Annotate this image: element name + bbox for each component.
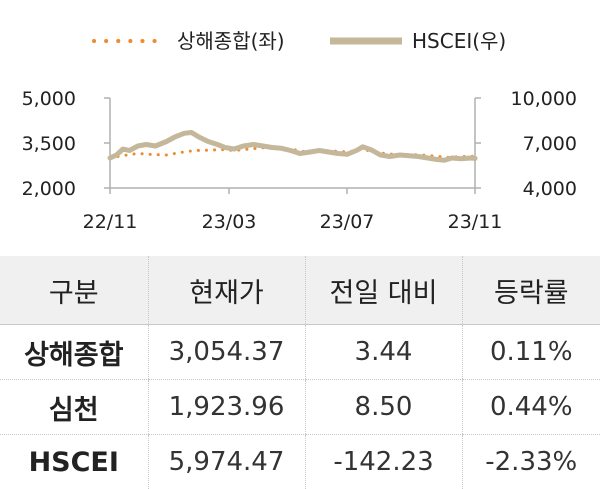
x-tick-label: 23/11 bbox=[448, 211, 503, 233]
y-left-tick-label: 5,000 bbox=[22, 88, 76, 110]
header-change: 전일 대비 bbox=[305, 256, 462, 325]
header-category: 구분 bbox=[0, 256, 148, 325]
table-row: 상해종합 3,054.37 3.44 0.11% bbox=[0, 325, 600, 380]
series-line-hscei bbox=[110, 133, 475, 161]
index-chart: 5,000 3,500 2,000 10,000 7,000 4,000 22/11 23/0… bbox=[0, 0, 600, 256]
change-cell: 8.50 bbox=[305, 380, 462, 435]
table-row: 심천 1,923.96 8.50 0.44% bbox=[0, 380, 600, 435]
index-table: 구분 현재가 전일 대비 등락률 상해종합 3,054.37 3.44 0.11… bbox=[0, 256, 600, 489]
current-price-cell: 1,923.96 bbox=[148, 380, 305, 435]
current-price-cell: 3,054.37 bbox=[148, 325, 305, 380]
x-tick-label: 22/11 bbox=[83, 211, 138, 233]
header-change-rate: 등락률 bbox=[462, 256, 600, 325]
y-right-tick-label: 7,000 bbox=[523, 133, 577, 155]
y-right-tick-label: 10,000 bbox=[511, 88, 577, 110]
row-label: HSCEI bbox=[0, 435, 148, 489]
change-rate-cell: -2.33% bbox=[462, 435, 600, 489]
change-cell: 3.44 bbox=[305, 325, 462, 380]
legend-label-hscei: HSCEI(우) bbox=[412, 29, 506, 53]
row-label: 상해종합 bbox=[0, 325, 148, 380]
y-left-tick-label: 3,500 bbox=[22, 133, 76, 155]
header-current-price: 현재가 bbox=[148, 256, 305, 325]
change-rate-cell: 0.11% bbox=[462, 325, 600, 380]
table-row: HSCEI 5,974.47 -142.23 -2.33% bbox=[0, 435, 600, 489]
x-tick-label: 23/07 bbox=[320, 211, 375, 233]
y-left-tick-label: 2,000 bbox=[22, 178, 76, 200]
table-header-row: 구분 현재가 전일 대비 등락률 bbox=[0, 256, 600, 325]
legend-label-shanghai: 상해종합(좌) bbox=[177, 29, 285, 53]
change-rate-cell: 0.44% bbox=[462, 380, 600, 435]
y-right-tick-label: 4,000 bbox=[523, 178, 577, 200]
index-table-container: 구분 현재가 전일 대비 등락률 상해종합 3,054.37 3.44 0.11… bbox=[0, 256, 600, 489]
change-cell: -142.23 bbox=[305, 435, 462, 489]
row-label: 심천 bbox=[0, 380, 148, 435]
current-price-cell: 5,974.47 bbox=[148, 435, 305, 489]
x-tick-label: 23/03 bbox=[202, 211, 257, 233]
